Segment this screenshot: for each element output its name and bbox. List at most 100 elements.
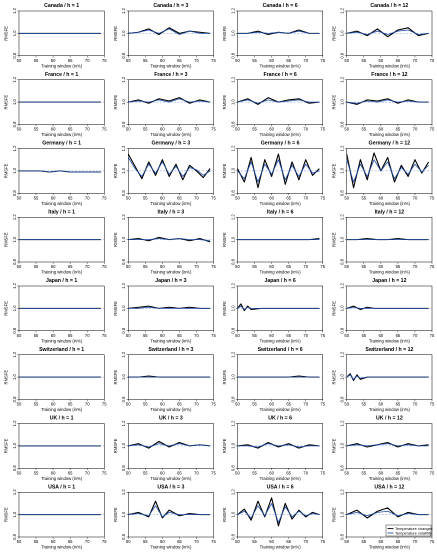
chart-25-xtick-label-1: 55 — [143, 470, 148, 475]
chart-5-ytick-label-2: 1.2 — [121, 76, 126, 82]
chart-29-series-0 — [128, 500, 211, 519]
chart-14-ytick-label-1: 1.0 — [230, 236, 235, 242]
chart-25-ytick-label-2: 1.2 — [121, 420, 126, 426]
chart-29-panel: USA / h = 3 0.8 1.0 1.2 50 55 60 65 70 75 Training… — [113, 484, 217, 549]
chart-7-title: France / h = 12 — [371, 72, 407, 78]
chart-31-ytick-label-0: 0.8 — [340, 533, 345, 539]
chart-14-ylabel: RMSFE — [222, 232, 227, 247]
chart-24-xtick-label-1: 55 — [34, 470, 39, 475]
chart-23-xlabel: Training window (in%) — [369, 407, 411, 412]
chart-7-xtick-label-2: 60 — [379, 127, 384, 132]
chart-9-series-0 — [127, 153, 211, 181]
chart-4-title: France / h = 1 — [45, 72, 78, 78]
chart-27-xtick-label-2: 60 — [379, 470, 384, 475]
chart-27-xtick-label-4: 70 — [413, 470, 418, 475]
chart-30-xtick-label-0: 50 — [235, 539, 240, 544]
chart-12-xtick-label-5: 75 — [102, 264, 107, 269]
chart-24-ylabel: RMSFE — [4, 438, 9, 453]
chart-11-ylabel: RMSFE — [331, 163, 336, 178]
chart-30-panel: USA / h = 6 0.8 1.0 1.2 50 55 60 65 70 75 Training… — [222, 484, 326, 549]
chart-28-ytick-label-2: 1.2 — [12, 489, 17, 495]
chart-9-xtick-label-0: 50 — [126, 195, 131, 200]
chart-17-xtick-label-5: 75 — [211, 333, 216, 338]
chart-0-ytick-label-0: 0.8 — [12, 52, 17, 58]
chart-7-xtick-label-1: 55 — [361, 127, 366, 132]
chart-4-ytick-label-1: 1.0 — [12, 99, 17, 105]
chart-27-ytick-label-1: 1.0 — [340, 442, 345, 448]
chart-19-ytick-label-1: 1.0 — [340, 305, 345, 311]
chart-18-series-0 — [237, 303, 320, 312]
chart-6-title: France / h = 6 — [263, 72, 296, 78]
chart-2-ytick-label-1: 1.0 — [230, 30, 235, 36]
chart-5-xtick-label-5: 75 — [211, 127, 216, 132]
chart-17-xtick-label-4: 70 — [194, 333, 199, 338]
chart-11-panel: Germany / h = 12 0.8 1.0 1.2 50 55 60 65 70 75 Tra… — [331, 141, 435, 206]
chart-20-ylabel: RMSFE — [4, 370, 9, 385]
chart-17-xtick-label-2: 60 — [160, 333, 165, 338]
chart-5-title: France / h = 3 — [154, 72, 187, 78]
chart-3-xtick-label-3: 65 — [396, 58, 401, 63]
chart-5-xlabel: Training window (in%) — [150, 132, 192, 137]
chart-17-series-1 — [128, 306, 211, 309]
chart-20-xtick-label-4: 70 — [85, 402, 90, 407]
chart-22-xlabel: Training window (in%) — [260, 407, 302, 412]
chart-26-xtick-label-1: 55 — [252, 470, 257, 475]
chart-27-ytick-label-2: 1.2 — [340, 420, 345, 426]
chart-26-ylabel: RMSFE — [222, 438, 227, 453]
chart-25-ylabel: RMSFE — [113, 438, 118, 453]
chart-21-title: Switzerland / h = 3 — [148, 347, 193, 353]
chart-16-ytick-label-1: 1.0 — [12, 305, 17, 311]
chart-4-panel: France / h = 1 0.8 1.0 1.2 50 55 60 65 70 75 Train… — [4, 72, 108, 137]
chart-23-ylabel: RMSFE — [331, 370, 336, 385]
chart-15-ylabel: RMSFE — [331, 232, 336, 247]
chart-28-xtick-label-2: 60 — [51, 539, 56, 544]
chart-3-xlabel: Training window (in%) — [369, 63, 411, 68]
chart-18-xtick-label-3: 65 — [286, 333, 291, 338]
chart-26-xtick-label-5: 75 — [320, 470, 325, 475]
chart-26-xtick-label-2: 60 — [269, 470, 274, 475]
chart-28-xlabel: Training window (in%) — [41, 545, 83, 550]
chart-9-series-1 — [127, 157, 211, 177]
chart-16-xlabel: Training window (in%) — [41, 338, 83, 343]
chart-27-xtick-label-3: 65 — [396, 470, 401, 475]
chart-13-xtick-label-1: 55 — [143, 264, 148, 269]
chart-11-xtick-label-1: 55 — [361, 195, 366, 200]
chart-16-title: Japan / h = 1 — [46, 278, 77, 284]
chart-31-panel: USA / h = 12 0.8 1.0 1.2 50 55 60 65 70 75 Trainin… — [331, 484, 435, 549]
chart-19-title: Japan / h = 12 — [372, 278, 406, 284]
chart-13-ytick-label-2: 1.2 — [121, 214, 126, 220]
chart-21-ytick-label-1: 1.0 — [121, 374, 126, 380]
chart-3-xtick-label-4: 70 — [413, 58, 418, 63]
chart-29-title: USA / h = 3 — [157, 484, 184, 490]
chart-0-xtick-label-1: 55 — [34, 58, 39, 63]
chart-26-xlabel: Training window (in%) — [260, 476, 302, 481]
chart-18-xlabel: Training window (in%) — [260, 338, 302, 343]
chart-2-xtick-label-3: 65 — [286, 58, 291, 63]
chart-5-xtick-label-3: 65 — [177, 127, 182, 132]
chart-25-panel: UK / h = 3 0.8 1.0 1.2 50 55 60 65 70 75 Training … — [113, 416, 217, 481]
chart-3-ytick-label-1: 1.0 — [340, 30, 345, 36]
chart-16-xtick-label-0: 50 — [17, 333, 22, 338]
chart-29-xtick-label-1: 55 — [143, 539, 148, 544]
chart-5-xtick-label-0: 50 — [126, 127, 131, 132]
chart-1-ytick-label-2: 1.2 — [121, 7, 126, 13]
chart-9-ytick-label-0: 0.8 — [121, 190, 126, 196]
chart-6-ytick-label-1: 1.0 — [230, 99, 235, 105]
chart-21-xtick-label-3: 65 — [177, 402, 182, 407]
chart-28-xtick-label-5: 75 — [102, 539, 107, 544]
chart-24-xtick-label-0: 50 — [17, 470, 22, 475]
chart-7-series-1 — [346, 99, 429, 104]
chart-19-xtick-label-3: 65 — [396, 333, 401, 338]
chart-25-xtick-label-3: 65 — [177, 470, 182, 475]
chart-22-xtick-label-2: 60 — [269, 402, 274, 407]
chart-23-xtick-label-2: 60 — [379, 402, 384, 407]
chart-28-xtick-label-3: 65 — [68, 539, 73, 544]
chart-23-ytick-label-0: 0.8 — [340, 396, 345, 402]
chart-12-xtick-label-1: 55 — [34, 264, 39, 269]
chart-10-series-1 — [237, 159, 320, 183]
chart-24-ytick-label-1: 1.0 — [12, 442, 17, 448]
chart-11-xtick-label-5: 75 — [430, 195, 435, 200]
chart-10-xlabel: Training window (in%) — [260, 201, 302, 206]
chart-13-series-1 — [128, 238, 211, 242]
